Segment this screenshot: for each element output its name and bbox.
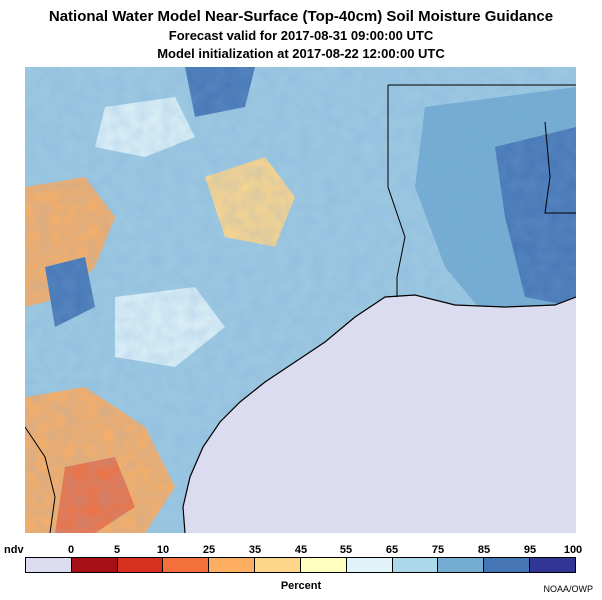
legend-swatch [346, 558, 393, 572]
legend-tick: 45 [294, 544, 308, 556]
legend-swatch [209, 558, 256, 572]
legend-units: Percent [280, 580, 322, 592]
color-legend [25, 557, 576, 573]
legend-tick: 0 [67, 544, 75, 556]
gulf-of-mexico [183, 295, 576, 533]
soil-moisture-map [25, 67, 576, 533]
legend-swatch [438, 558, 485, 572]
legend-swatch [530, 558, 575, 572]
legend-tick: 95 [523, 544, 537, 556]
state-border-la-ms [544, 121, 576, 214]
legend-swatch [300, 558, 347, 572]
legend-swatch [255, 558, 301, 572]
map-title: National Water Model Near-Surface (Top-4… [48, 8, 554, 25]
legend-swatch [392, 558, 439, 572]
legend-tick: 35 [248, 544, 262, 556]
legend-tick: 75 [431, 544, 445, 556]
state-border-tx-la [387, 85, 406, 297]
legend-swatch [163, 558, 210, 572]
legend-tick: 85 [477, 544, 491, 556]
legend-swatch [484, 558, 531, 572]
border-mexico [25, 426, 56, 533]
legend-swatch [71, 558, 118, 572]
legend-tick: 10 [156, 544, 170, 556]
legend-ndv-label: ndv [4, 544, 24, 556]
legend-tick: 100 [563, 544, 583, 556]
legend-tick: 55 [339, 544, 353, 556]
legend-tick: 5 [113, 544, 121, 556]
legend-tick: 25 [202, 544, 216, 556]
legend-swatch [117, 558, 164, 572]
credit-label: NOAA/OWP [543, 584, 593, 594]
model-init-time: Model initialization at 2017-08-22 12:00… [157, 46, 445, 61]
coastline [182, 294, 576, 533]
legend-swatch [26, 558, 72, 572]
forecast-valid-time: Forecast valid for 2017-08-31 09:00:00 U… [168, 28, 434, 43]
legend-tick: 65 [385, 544, 399, 556]
